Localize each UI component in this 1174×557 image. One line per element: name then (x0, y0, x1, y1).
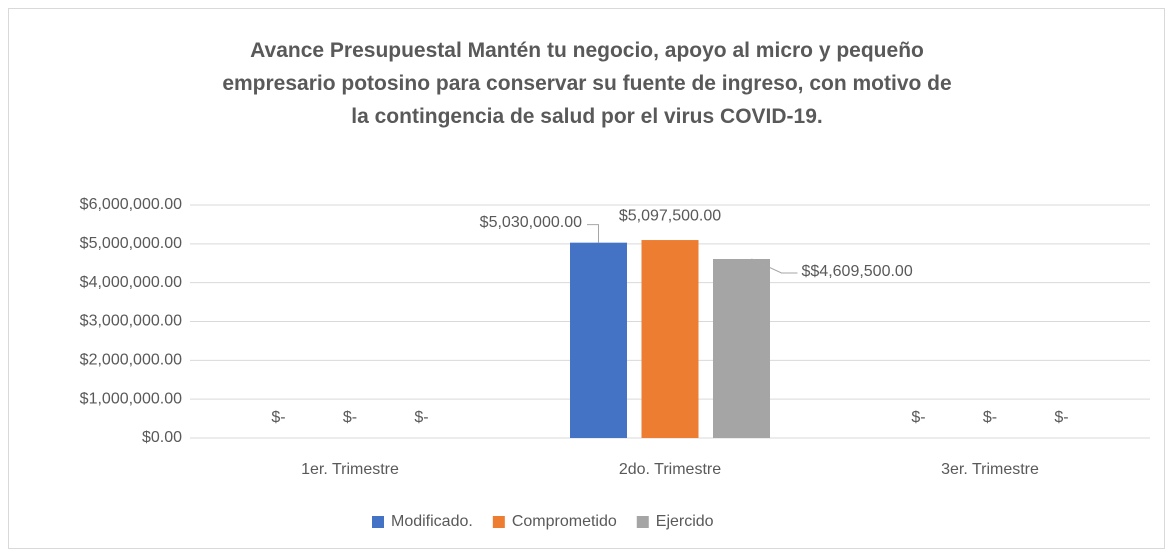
data-label: $- (1054, 409, 1068, 426)
legend-label: Modificado. (391, 513, 473, 530)
legend-swatch (372, 516, 384, 528)
x-tick-label: 2do. Trimestre (619, 461, 721, 478)
data-label: $5,030,000.00 (480, 214, 582, 231)
y-tick-label: $6,000,000.00 (80, 196, 182, 213)
data-label: $- (271, 409, 285, 426)
leader-line (751, 258, 798, 274)
bar (570, 242, 627, 438)
y-tick-label: $4,000,000.00 (80, 274, 182, 291)
chart-title: Avance Presupuestal Mantén tu negocio, a… (222, 39, 952, 128)
y-tick-label: $1,000,000.00 (80, 390, 182, 407)
legend-label: Ejercido (656, 513, 714, 530)
y-tick-label: $5,000,000.00 (80, 235, 182, 252)
y-tick-label: $2,000,000.00 (80, 352, 182, 369)
legend-swatch (636, 516, 649, 528)
chart-frame (8, 8, 1165, 549)
x-tick-label: 1er. Trimestre (301, 461, 399, 478)
leader-line (587, 224, 599, 243)
y-tick-label: $3,000,000.00 (80, 313, 182, 330)
bar (641, 240, 699, 438)
y-tick-label: $0.00 (142, 429, 182, 446)
bar (713, 258, 770, 438)
data-label: $- (414, 409, 428, 426)
data-label: $- (983, 409, 997, 426)
x-tick-label: 3er. Trimestre (941, 461, 1039, 478)
data-label: $- (911, 409, 925, 426)
data-label: $$4,609,500.00 (802, 263, 913, 280)
data-label: $- (343, 409, 357, 426)
legend-swatch (492, 516, 505, 528)
legend-label: Comprometido (512, 513, 617, 530)
data-label: $5,097,500.00 (619, 207, 721, 224)
